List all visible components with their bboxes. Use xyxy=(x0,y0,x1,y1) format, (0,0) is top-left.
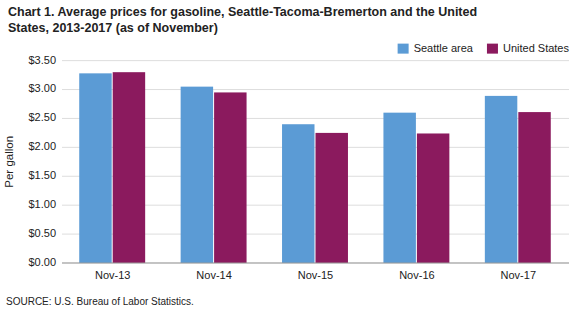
bar xyxy=(113,72,145,263)
source-note: SOURCE: U.S. Bureau of Labor Statistics. xyxy=(6,296,194,307)
grid xyxy=(62,61,569,263)
y-tick-label: $2.00 xyxy=(28,140,56,152)
x-tick-label: Nov-16 xyxy=(399,269,434,281)
bar xyxy=(316,133,348,263)
y-tick-label: $2.50 xyxy=(28,111,56,123)
x-tick-label: Nov-14 xyxy=(196,269,231,281)
bar xyxy=(181,87,213,263)
legend-label: Seattle area xyxy=(414,42,474,54)
y-tick-label: $3.00 xyxy=(28,82,56,94)
bar xyxy=(79,73,111,263)
legend-swatch xyxy=(398,44,409,54)
title-line: States, 2013-2017 (as of November) xyxy=(8,21,218,35)
y-tick-label: $0.00 xyxy=(28,256,56,268)
y-tick-label: $1.00 xyxy=(28,198,56,210)
legend-swatch xyxy=(487,44,498,54)
y-tick-label: $1.50 xyxy=(28,169,56,181)
legend: United States Seattle area xyxy=(398,42,570,54)
legend-label: United States xyxy=(503,42,570,54)
x-tick-label: Nov-13 xyxy=(95,269,130,281)
grid-line xyxy=(62,60,569,61)
y-axis-label: Per gallon xyxy=(3,136,15,188)
y-tick-label: $3.50 xyxy=(28,54,56,66)
bar xyxy=(383,113,415,263)
chart-title: Chart 1. Average prices for gasoline, Se… xyxy=(8,5,477,35)
bar xyxy=(417,133,449,263)
bars xyxy=(79,72,551,263)
chart-svg: Chart 1. Average prices for gasoline, Se… xyxy=(0,0,579,311)
x-axis-line xyxy=(62,263,569,264)
bar xyxy=(282,124,314,263)
y-tick-label: $0.50 xyxy=(28,227,56,239)
bar xyxy=(214,92,246,263)
bar xyxy=(518,112,550,263)
x-tick-label: Nov-15 xyxy=(298,269,333,281)
chart-container: Chart 1. Average prices for gasoline, Se… xyxy=(0,0,579,311)
bar xyxy=(485,96,517,263)
x-tick-label: Nov-17 xyxy=(501,269,536,281)
grid-line xyxy=(62,263,569,264)
title-line: Chart 1. Average prices for gasoline, Se… xyxy=(8,5,477,19)
